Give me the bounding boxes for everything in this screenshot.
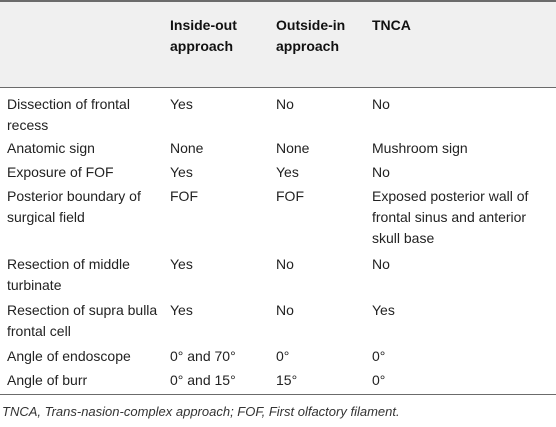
header-cell-tnca: TNCA <box>372 0 556 88</box>
row-label: Anatomic sign <box>7 139 95 156</box>
cell-tnca: 0° <box>372 369 556 395</box>
header-cell-empty <box>0 0 170 88</box>
header-cell-outside-in: Outside-in approach <box>276 0 372 88</box>
cell-tnca: 0° <box>372 347 386 364</box>
comparison-table-figure: Inside-out approach Outside-in approach … <box>0 0 556 395</box>
row-label: Resection of supra bulla frontal cell <box>7 301 158 339</box>
cell-inside-out: None <box>170 139 204 156</box>
cell-inside-out: Yes <box>170 96 193 112</box>
cell-inside-out: 0° and 70° <box>170 347 236 364</box>
cell-outside-in: 15° <box>276 369 372 395</box>
cell-outside-in: No <box>276 301 294 318</box>
table-row: Dissection of frontal recess Yes No No <box>0 88 556 138</box>
table-row: Posterior boundary of surgical field FOF… <box>0 186 556 254</box>
cell-tnca: No <box>372 96 390 112</box>
cell-outside-in: None <box>276 139 310 156</box>
table-row: Exposure of FOF Yes Yes No <box>0 162 556 186</box>
row-label: Angle of burr <box>0 369 170 395</box>
cell-inside-out: Yes <box>170 255 193 272</box>
cell-tnca: No <box>372 163 390 180</box>
header-cell-inside-out: Inside-out approach <box>170 0 276 88</box>
cell-outside-in: FOF <box>276 187 304 204</box>
table-row: Resection of supra bulla frontal cell Ye… <box>0 300 556 346</box>
cell-inside-out: FOF <box>170 187 198 204</box>
row-label: Exposure of FOF <box>7 163 114 180</box>
cell-tnca: Yes <box>372 301 395 318</box>
row-label: Dissection of frontal recess <box>7 96 130 133</box>
row-label: Angle of endoscope <box>7 347 131 364</box>
cell-inside-out: 0° and 15° <box>170 369 276 395</box>
cell-outside-in: No <box>276 255 294 272</box>
comparison-table: Inside-out approach Outside-in approach … <box>0 0 556 395</box>
table-row: Angle of endoscope 0° and 70° 0° 0° <box>0 346 556 370</box>
table-row: Anatomic sign None None Mushroom sign <box>0 138 556 162</box>
cell-tnca: No <box>372 255 390 272</box>
cell-tnca: Mushroom sign <box>372 139 468 156</box>
cell-outside-in: No <box>276 96 294 112</box>
cell-inside-out: Yes <box>170 163 193 180</box>
cell-outside-in: 0° <box>276 347 290 364</box>
table-row: Resection of middle turbinate Yes No No <box>0 254 556 300</box>
table-row: Angle of burr 0° and 15° 15° 0° <box>0 369 556 395</box>
cell-outside-in: Yes <box>276 163 299 180</box>
table-header-row: Inside-out approach Outside-in approach … <box>0 0 556 88</box>
row-label: Resection of middle turbinate <box>7 255 130 293</box>
row-label: Posterior boundary of surgical field <box>7 187 141 225</box>
cell-inside-out: Yes <box>170 301 193 318</box>
cell-tnca: Exposed posterior wall of frontal sinus … <box>372 187 529 246</box>
table-footnote: TNCA, Trans-nasion-complex approach; FOF… <box>2 404 400 419</box>
